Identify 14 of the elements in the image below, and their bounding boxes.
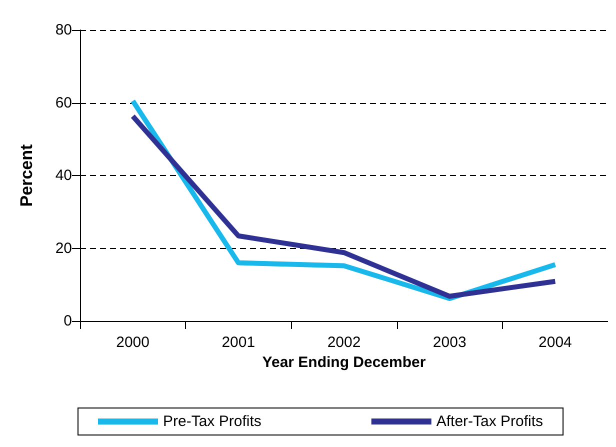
- y-axis-title: Percent: [17, 144, 36, 207]
- legend-label: Pre-Tax Profits: [163, 413, 262, 430]
- y-tick-label: 0: [64, 312, 72, 330]
- y-tick-label: 60: [55, 94, 72, 112]
- x-tick-label: 2002: [327, 334, 361, 351]
- y-tick-label: 80: [55, 22, 72, 38]
- legend-label: After-Tax Profits: [436, 413, 544, 430]
- x-tick-label: 2000: [116, 334, 150, 351]
- y-tick-label: 20: [55, 240, 72, 257]
- x-tick-label: 2003: [432, 334, 466, 351]
- x-tick-label: 2004: [538, 334, 572, 351]
- x-tick-label: 2001: [222, 334, 256, 351]
- x-axis-title: Year Ending December: [262, 354, 426, 371]
- y-tick-label: 40: [55, 167, 72, 184]
